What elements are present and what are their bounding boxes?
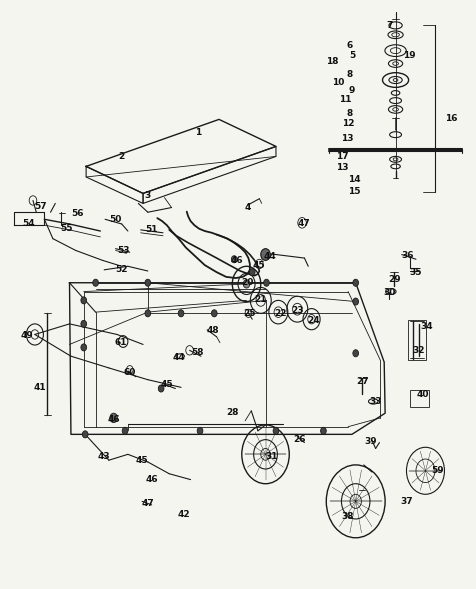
Text: 33: 33 [369, 397, 382, 406]
Text: 6: 6 [347, 41, 353, 50]
Text: 54: 54 [22, 220, 35, 229]
Text: 11: 11 [338, 95, 351, 104]
Circle shape [81, 297, 87, 304]
Circle shape [249, 269, 255, 276]
Text: 32: 32 [412, 346, 425, 355]
Text: 12: 12 [342, 119, 354, 128]
Circle shape [273, 427, 279, 434]
Circle shape [110, 413, 118, 422]
Circle shape [93, 279, 99, 286]
Text: 46: 46 [231, 256, 243, 265]
Text: 4: 4 [244, 203, 251, 212]
Text: 45: 45 [253, 261, 266, 270]
Circle shape [81, 344, 87, 351]
Text: 41: 41 [33, 383, 46, 392]
Circle shape [145, 279, 151, 286]
Text: 29: 29 [388, 275, 401, 284]
Text: 25: 25 [244, 309, 256, 318]
Text: 17: 17 [336, 152, 349, 161]
Text: 47: 47 [297, 220, 310, 229]
Text: 50: 50 [109, 215, 122, 224]
Text: 39: 39 [365, 437, 377, 446]
Text: 31: 31 [265, 452, 278, 461]
Text: 47: 47 [141, 499, 154, 508]
Text: 42: 42 [177, 509, 190, 519]
Text: 3: 3 [145, 191, 151, 200]
Text: 22: 22 [275, 309, 287, 318]
Text: 8: 8 [347, 109, 353, 118]
Text: 37: 37 [400, 497, 413, 506]
Text: 23: 23 [291, 306, 304, 316]
Text: 58: 58 [191, 348, 204, 356]
Text: 40: 40 [417, 390, 429, 399]
Circle shape [82, 431, 88, 438]
Circle shape [353, 350, 358, 357]
Text: 45: 45 [160, 380, 173, 389]
Text: 43: 43 [98, 452, 110, 461]
Text: 28: 28 [226, 408, 238, 416]
Text: 21: 21 [255, 295, 267, 305]
Circle shape [178, 310, 184, 317]
Text: 16: 16 [446, 114, 458, 123]
Text: 46: 46 [145, 475, 158, 484]
Text: 56: 56 [71, 209, 84, 218]
Text: 35: 35 [410, 267, 422, 277]
Text: 13: 13 [341, 134, 353, 143]
Text: 7: 7 [387, 21, 393, 30]
Text: 49: 49 [20, 331, 33, 340]
Text: 53: 53 [117, 246, 129, 255]
Text: 20: 20 [241, 278, 254, 287]
Text: 19: 19 [404, 51, 416, 60]
Circle shape [231, 256, 237, 263]
Text: 34: 34 [421, 322, 433, 332]
Text: 30: 30 [384, 288, 396, 297]
Circle shape [320, 427, 326, 434]
Text: 57: 57 [35, 202, 47, 211]
Text: 48: 48 [207, 326, 219, 335]
Circle shape [145, 310, 151, 317]
Circle shape [211, 310, 217, 317]
Text: 55: 55 [60, 224, 72, 233]
Text: 45: 45 [136, 456, 149, 465]
Text: 1: 1 [195, 128, 201, 137]
Text: 60: 60 [124, 368, 136, 376]
Text: 24: 24 [307, 316, 320, 326]
Bar [410, 390, 429, 408]
Circle shape [353, 298, 358, 305]
Text: 59: 59 [431, 466, 444, 475]
Text: 14: 14 [348, 176, 361, 184]
Text: 38: 38 [341, 512, 353, 521]
Text: 2: 2 [119, 152, 125, 161]
Text: 36: 36 [402, 252, 414, 260]
Circle shape [261, 249, 270, 260]
Circle shape [122, 427, 128, 434]
Text: 13: 13 [336, 163, 348, 172]
Circle shape [243, 280, 250, 288]
Circle shape [353, 279, 358, 286]
Text: 8: 8 [347, 70, 353, 79]
Text: 10: 10 [332, 78, 345, 87]
Text: 44: 44 [264, 252, 277, 261]
Text: 27: 27 [356, 377, 368, 386]
Circle shape [81, 320, 87, 327]
Circle shape [264, 279, 269, 286]
Text: 51: 51 [145, 226, 158, 234]
Text: 44: 44 [172, 353, 185, 362]
Circle shape [197, 427, 203, 434]
Text: 15: 15 [348, 187, 360, 196]
Text: 52: 52 [116, 265, 128, 274]
Text: 61: 61 [114, 338, 127, 347]
Text: 5: 5 [349, 51, 355, 60]
Text: 9: 9 [349, 86, 355, 95]
Circle shape [158, 385, 164, 392]
Text: 46: 46 [108, 415, 120, 423]
Text: 18: 18 [326, 57, 338, 67]
Text: 26: 26 [293, 435, 306, 444]
